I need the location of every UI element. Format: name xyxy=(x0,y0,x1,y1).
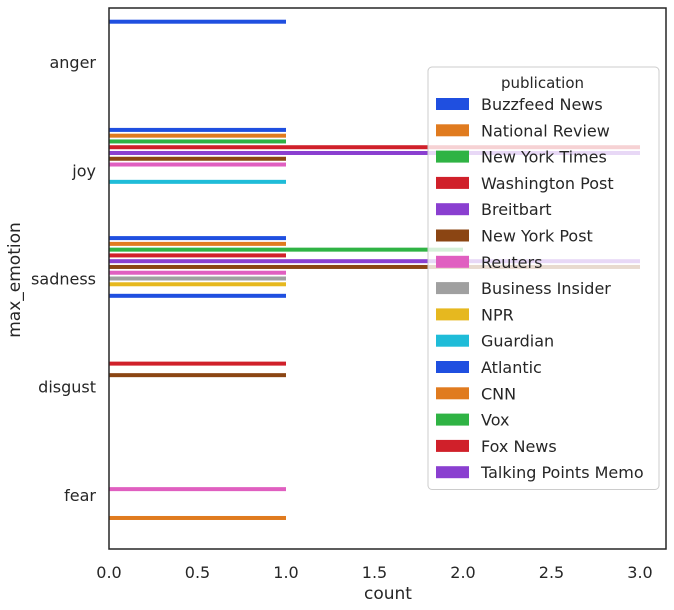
y-tick-label: fear xyxy=(64,486,96,505)
legend-label: Breitbart xyxy=(481,200,552,219)
bar xyxy=(109,276,286,281)
bar xyxy=(109,293,286,298)
legend-label: NPR xyxy=(481,305,514,324)
legend-label: Talking Points Memo xyxy=(480,463,644,482)
legend-swatch xyxy=(436,229,469,242)
y-tick-label: sadness xyxy=(31,270,96,289)
y-tick-label: disgust xyxy=(38,378,96,397)
bar xyxy=(109,236,286,241)
legend-label: Guardian xyxy=(481,332,554,351)
legend-swatch xyxy=(436,176,469,189)
legend-swatch xyxy=(436,361,469,373)
legend-swatch xyxy=(436,439,469,452)
bar xyxy=(109,139,286,144)
x-tick-label: 0.0 xyxy=(96,563,121,582)
bar xyxy=(109,179,286,184)
legend-label: Buzzfeed News xyxy=(481,95,603,114)
bar xyxy=(109,264,640,269)
bar xyxy=(109,253,286,258)
legend-label: National Review xyxy=(481,121,610,140)
legend-label: Business Insider xyxy=(481,279,611,298)
legend-swatch xyxy=(436,282,469,295)
bar xyxy=(109,487,286,492)
legend-swatch xyxy=(436,413,469,426)
y-axis: anger joy sadness disgust fear xyxy=(31,53,96,505)
x-tick-label: 2.0 xyxy=(450,563,475,582)
legend-box xyxy=(427,66,660,490)
y-tick-label: anger xyxy=(49,53,96,72)
bar xyxy=(109,259,640,264)
legend-swatch xyxy=(436,308,469,321)
bar xyxy=(109,515,286,520)
bar xyxy=(109,19,286,24)
x-tick-label: 1.0 xyxy=(273,563,298,582)
y-tick-label: joy xyxy=(71,161,96,180)
legend-label: Washington Post xyxy=(481,174,614,193)
bar xyxy=(109,162,286,167)
bars-layer xyxy=(109,19,640,520)
legend-swatch xyxy=(436,150,469,163)
x-tick-label: 1.5 xyxy=(362,563,387,582)
legend-label: Reuters xyxy=(481,253,542,272)
legend-label: New York Post xyxy=(481,227,593,246)
bar xyxy=(109,145,640,150)
legend-title: publication xyxy=(501,74,584,92)
legend-swatch xyxy=(436,466,469,479)
x-tick-label: 2.5 xyxy=(539,563,564,582)
legend-swatch xyxy=(436,387,469,400)
x-axis: 0.0 0.5 1.0 1.5 2.0 2.5 3.0 xyxy=(96,563,652,582)
legend-label: Fox News xyxy=(481,437,557,456)
bar xyxy=(109,282,286,287)
bar xyxy=(109,373,286,378)
legend-label: Atlantic xyxy=(481,358,542,377)
x-axis-label: count xyxy=(364,584,412,604)
x-tick-label: 0.5 xyxy=(185,563,210,582)
y-axis-label: max_emotion xyxy=(5,222,25,338)
bar xyxy=(109,241,286,246)
legend-swatch xyxy=(436,98,469,110)
bar xyxy=(109,127,286,132)
legend-swatch xyxy=(436,334,469,347)
legend: publication Buzzfeed News National Review N… xyxy=(427,66,660,490)
x-tick-label: 3.0 xyxy=(627,563,652,582)
bar xyxy=(109,361,286,366)
bar xyxy=(109,150,640,155)
legend-swatch xyxy=(436,203,469,216)
legend-swatch xyxy=(436,124,469,137)
bar xyxy=(109,270,286,275)
legend-swatch xyxy=(436,255,469,268)
bar xyxy=(109,247,463,252)
legend-label: New York Times xyxy=(481,148,607,167)
legend-label: CNN xyxy=(481,384,516,403)
plot-frame xyxy=(108,7,667,550)
legend-label: Vox xyxy=(481,411,509,430)
bar xyxy=(109,133,286,138)
bar xyxy=(109,156,286,161)
